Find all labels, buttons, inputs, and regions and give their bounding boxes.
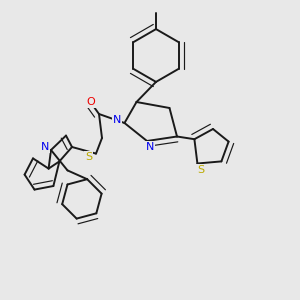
Text: O: O	[86, 97, 95, 107]
Text: S: S	[85, 152, 92, 162]
Text: S: S	[197, 165, 204, 175]
Text: N: N	[146, 142, 154, 152]
Text: N: N	[41, 142, 49, 152]
Text: N: N	[113, 115, 121, 125]
